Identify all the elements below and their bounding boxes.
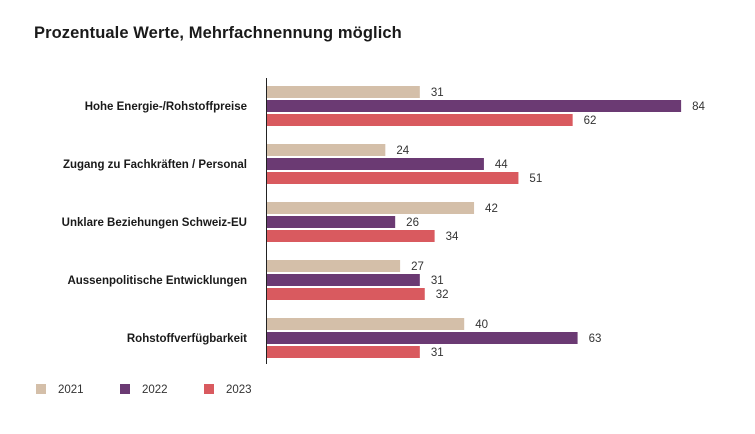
bar-2021 <box>267 144 386 156</box>
bar-2023 <box>267 288 425 300</box>
bar-2022 <box>267 100 682 112</box>
value-label: 27 <box>411 261 424 273</box>
bar-2023 <box>267 346 420 358</box>
legend-swatch-2023 <box>204 384 214 394</box>
category-label: Unklare Beziehungen Schweiz-EU <box>62 217 247 229</box>
bar-2021 <box>267 86 420 98</box>
bar-2021 <box>267 260 401 272</box>
value-label: 44 <box>495 159 508 171</box>
bar-2022 <box>267 158 484 170</box>
value-label: 32 <box>436 289 449 301</box>
bar-2021 <box>267 318 465 330</box>
bar-2022 <box>267 274 420 286</box>
value-label: 84 <box>692 101 705 113</box>
chart-title: Prozentuale Werte, Mehrfachnennung mögli… <box>34 24 402 42</box>
value-label: 31 <box>431 275 444 287</box>
bar-2022 <box>267 332 578 344</box>
bar-2022 <box>267 216 396 228</box>
value-label: 62 <box>584 115 597 127</box>
category-label: Hohe Energie-/Rohstoffpreise <box>85 101 247 113</box>
category-label: Rohstoffverfügbarkeit <box>127 333 247 345</box>
legend-label: 2021 <box>58 384 84 396</box>
bar-2023 <box>267 114 573 126</box>
category-label: Zugang zu Fachkräften / Personal <box>63 159 247 171</box>
category-label: Aussenpolitische Entwicklungen <box>67 275 247 287</box>
bar-2021 <box>267 202 475 214</box>
bar-2023 <box>267 172 519 184</box>
value-label: 42 <box>485 203 498 215</box>
value-label: 24 <box>396 145 409 157</box>
value-label: 26 <box>406 217 419 229</box>
legend-swatch-2022 <box>120 384 130 394</box>
legend-label: 2022 <box>142 384 168 396</box>
bar-2023 <box>267 230 435 242</box>
value-label: 31 <box>431 347 444 359</box>
value-label: 51 <box>529 173 542 185</box>
value-label: 63 <box>589 333 602 345</box>
value-label: 31 <box>431 87 444 99</box>
legend-swatch-2021 <box>36 384 46 394</box>
value-label: 34 <box>446 231 459 243</box>
legend-label: 2023 <box>226 384 252 396</box>
value-label: 40 <box>475 319 488 331</box>
